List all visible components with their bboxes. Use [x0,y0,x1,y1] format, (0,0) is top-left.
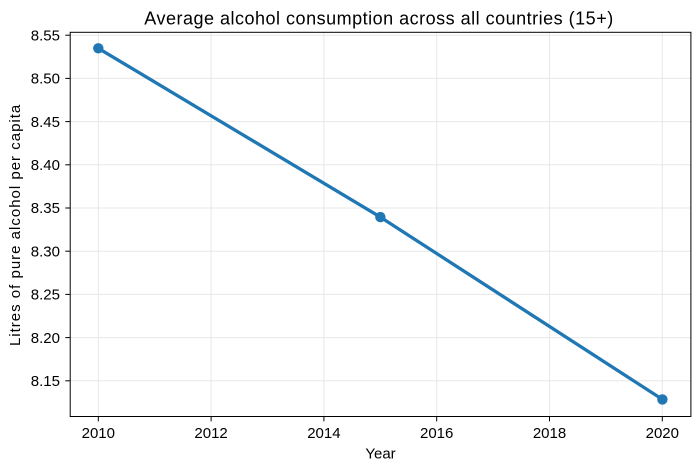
svg-text:8.20: 8.20 [31,330,60,347]
svg-text:8.50: 8.50 [31,71,60,88]
svg-text:8.25: 8.25 [31,287,60,304]
svg-text:8.30: 8.30 [31,243,60,260]
svg-text:2010: 2010 [82,425,115,442]
svg-text:Year: Year [365,446,395,463]
svg-text:8.40: 8.40 [31,157,60,174]
svg-text:8.45: 8.45 [31,114,60,131]
svg-text:Average alcohol consumption ac: Average alcohol consumption across all c… [144,9,613,29]
svg-text:2012: 2012 [194,425,227,442]
svg-text:8.35: 8.35 [31,200,60,217]
svg-text:8.15: 8.15 [31,373,60,390]
svg-text:2014: 2014 [307,425,340,442]
svg-text:2020: 2020 [646,425,679,442]
svg-text:Litres of pure alcohol per cap: Litres of pure alcohol per capita [7,104,24,346]
svg-text:2018: 2018 [533,425,566,442]
svg-text:2016: 2016 [420,425,453,442]
svg-text:8.55: 8.55 [31,27,60,44]
